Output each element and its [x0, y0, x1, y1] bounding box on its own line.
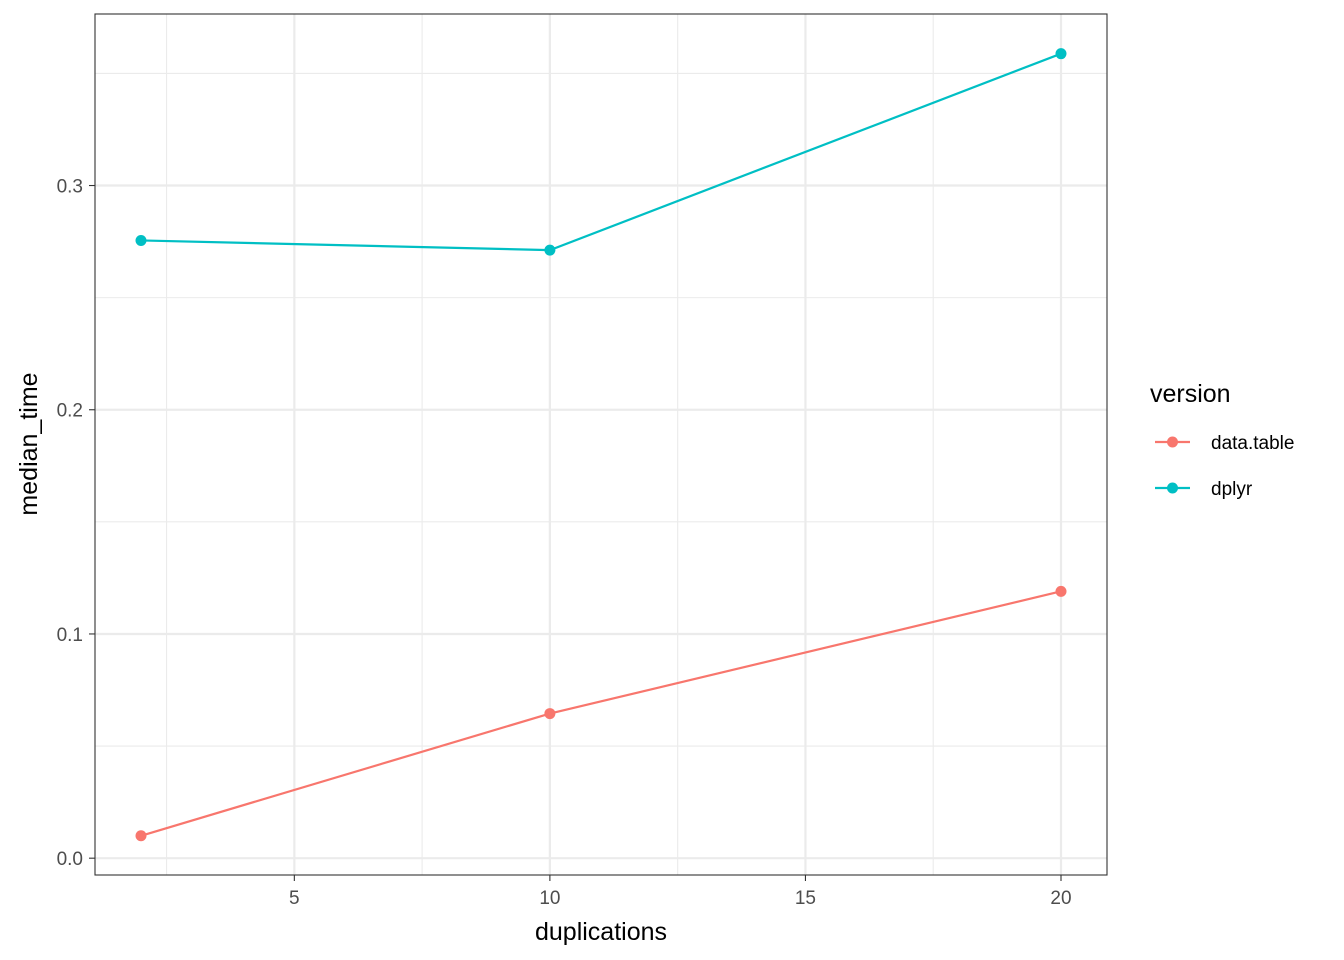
data-point — [1055, 48, 1067, 60]
data-point — [1055, 585, 1067, 597]
legend-key-point — [1167, 436, 1178, 448]
data-point — [544, 244, 556, 256]
y-tick-label: 0.3 — [57, 177, 83, 198]
panel-background — [95, 14, 1107, 875]
legend-title: version — [1150, 380, 1231, 408]
x-tick-label: 15 — [795, 888, 816, 909]
y-tick-label: 0.0 — [57, 849, 83, 870]
legend-label: data.table — [1211, 433, 1294, 454]
legend-label: dplyr — [1211, 479, 1253, 500]
legend-key-point — [1167, 482, 1178, 494]
x-tick-label: 5 — [289, 888, 300, 909]
grid-major — [95, 14, 1107, 875]
legend: version data.table dplyr — [1150, 380, 1294, 500]
x-axis: 5 10 15 20 — [289, 875, 1072, 909]
data-point — [544, 708, 556, 720]
x-tick-label: 20 — [1050, 888, 1071, 909]
y-tick-label: 0.1 — [57, 625, 83, 646]
y-tick-label: 0.2 — [57, 401, 83, 422]
y-axis: 0.0 0.1 0.2 0.3 — [57, 177, 95, 870]
x-tick-label: 10 — [539, 888, 560, 909]
y-axis-title: median_time — [15, 372, 43, 515]
series-layer — [135, 48, 1067, 842]
data-point — [135, 830, 147, 842]
x-axis-title: duplications — [535, 918, 667, 946]
grid-minor — [95, 14, 1107, 875]
panel-border — [94, 13, 1108, 876]
data-point — [135, 234, 147, 246]
